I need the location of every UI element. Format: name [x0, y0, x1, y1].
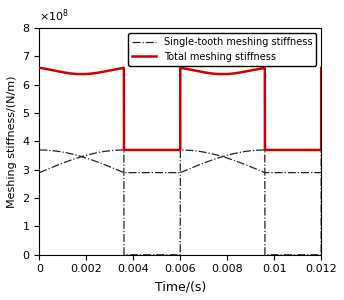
Text: $\times 10^8$: $\times 10^8$: [39, 7, 69, 24]
Y-axis label: Meshing stiffness/(N/m): Meshing stiffness/(N/m): [7, 75, 17, 208]
Legend: Single-tooth meshing stiffness, Total meshing stiffness: Single-tooth meshing stiffness, Total me…: [128, 33, 316, 66]
X-axis label: Time/(s): Time/(s): [155, 280, 206, 293]
